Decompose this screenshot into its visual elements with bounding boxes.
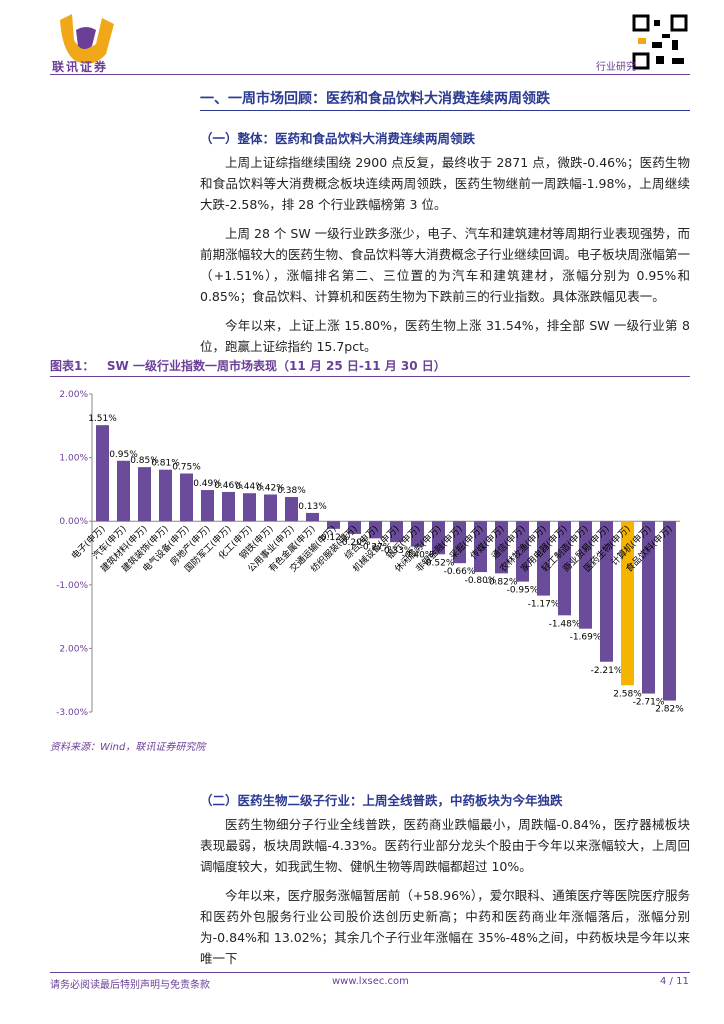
- data-label: -0.80%: [465, 576, 497, 586]
- bar: [96, 425, 109, 522]
- h1: 一、一周市场回顾：医药和食品饮料大消费连续两周领跌: [200, 91, 550, 107]
- data-label: 0.75%: [172, 463, 201, 473]
- bar: [390, 521, 403, 543]
- disclaimer: 请务必阅读最后特别声明与免责条款: [50, 980, 210, 991]
- data-label: 0.13%: [298, 502, 327, 512]
- bar: [663, 521, 676, 701]
- data-label: -0.95%: [507, 586, 539, 596]
- bar: [495, 521, 508, 574]
- y-tick-label: 1.00%: [59, 454, 88, 464]
- bar: [306, 512, 319, 522]
- data-label: 0.38%: [277, 486, 306, 496]
- brand: 联讯证券: [52, 60, 109, 74]
- h2: （一）整体：医药和食品饮料大消费连续两周领跌: [200, 131, 476, 146]
- text-block: 医药生物细分子行业全线普跌，医药商业跌幅最小，周跌幅-0.84%，医疗器械板块表…: [200, 814, 690, 977]
- figure-title: SW 一级行业指数一周市场表现（11 月 25 日-11 月 30 日）: [106, 359, 446, 373]
- bar: [180, 473, 193, 522]
- paragraph: 今年以来，医疗服务涨幅暂居前（+58.96%），爱尔眼科、通策医疗等医院医疗服务…: [200, 888, 690, 966]
- text-block: 上周上证综指继续围绕 2900 点反复，最终收于 2871 点，微跌-0.46%…: [200, 152, 690, 365]
- bar: [264, 494, 277, 522]
- bar: [138, 467, 151, 522]
- data-label: -0.33%: [381, 546, 413, 556]
- bar: [432, 521, 445, 555]
- y-tick-label: 2.00%: [59, 644, 88, 654]
- paragraph: 今年以来，上证上涨 15.80%，医药生物上涨 31.54%，排全部 SW 一级…: [200, 318, 690, 354]
- bar: [243, 493, 256, 522]
- bar: [411, 521, 424, 547]
- figure-label: 图表1：: [50, 359, 95, 373]
- bar: [327, 521, 340, 529]
- bar: [222, 491, 235, 522]
- footer-rule: [50, 972, 690, 973]
- data-label: -0.20%: [339, 538, 371, 548]
- bar: [117, 460, 130, 522]
- logo: [60, 14, 114, 64]
- data-label: 0.85%: [130, 456, 159, 466]
- bar: [453, 521, 466, 564]
- data-label: 2.58%: [613, 689, 642, 699]
- source: 资料来源：Wind，联讯证券研究院: [50, 742, 206, 753]
- data-label: 0.49%: [193, 479, 222, 489]
- data-label: 0.81%: [151, 459, 180, 469]
- data-label: -2.71%: [633, 698, 665, 708]
- site: www.lxsec.com: [332, 976, 409, 987]
- bar: [369, 521, 382, 539]
- qr-code: [632, 14, 688, 70]
- y-tick-label: 0.00%: [59, 517, 88, 527]
- data-label: -0.27%: [360, 542, 392, 552]
- figure-rule: [50, 376, 690, 377]
- data-label: -0.12%: [318, 533, 350, 543]
- figure-caption: 图表1： SW 一级行业指数一周市场表现（11 月 25 日-11 月 30 日…: [50, 357, 446, 374]
- bar: [537, 521, 550, 596]
- header-rule: [50, 74, 690, 75]
- data-label: 2.82%: [655, 705, 684, 715]
- bar: [285, 497, 298, 522]
- data-label: -0.82%: [486, 577, 518, 587]
- y-tick-label: -1.00%: [56, 581, 88, 591]
- bar: [159, 469, 172, 522]
- bar: [348, 521, 361, 534]
- y-tick-label: 2.00%: [59, 390, 88, 400]
- bar: [516, 521, 529, 582]
- data-label: 0.44%: [235, 482, 264, 492]
- data-label: -2.21%: [591, 666, 623, 676]
- bar: [558, 521, 571, 616]
- section-label: 行业研究: [596, 62, 636, 73]
- data-label: -1.48%: [549, 619, 581, 629]
- chart: 2.00%1.00%0.00%-1.00%2.00%-3.00%1.51%电子(…: [56, 390, 684, 718]
- data-label: 0.42%: [256, 483, 285, 493]
- data-label: -0.40%: [402, 551, 434, 561]
- data-label: -0.52%: [423, 558, 455, 568]
- bar: [600, 521, 613, 662]
- paragraph: 上周 28 个 SW 一级行业跌多涨少，电子、汽车和建筑建材等周期行业表现强势，…: [200, 226, 690, 304]
- y-tick-label: -3.00%: [56, 708, 88, 718]
- data-label: -1.17%: [528, 600, 560, 610]
- data-label: 0.95%: [109, 450, 138, 460]
- data-label: -0.66%: [444, 567, 476, 577]
- page-number: 4 / 11: [660, 976, 689, 987]
- bar: [579, 521, 592, 629]
- bar: [201, 490, 214, 522]
- data-label: -1.69%: [570, 633, 602, 643]
- data-label: 1.51%: [88, 414, 117, 424]
- bar: [621, 521, 634, 686]
- bar: [642, 521, 655, 694]
- paragraph: 上周上证综指继续围绕 2900 点反复，最终收于 2871 点，微跌-0.46%…: [200, 155, 690, 212]
- h2: （二）医药生物二级子行业：上周全线普跌，中药板块为今年独跌: [200, 793, 563, 808]
- data-label: 0.46%: [214, 481, 243, 491]
- h1-rule: [200, 110, 690, 111]
- bar: [474, 521, 487, 573]
- paragraph: 医药生物细分子行业全线普跌，医药商业跌幅最小，周跌幅-0.84%，医疗器械板块表…: [200, 817, 690, 874]
